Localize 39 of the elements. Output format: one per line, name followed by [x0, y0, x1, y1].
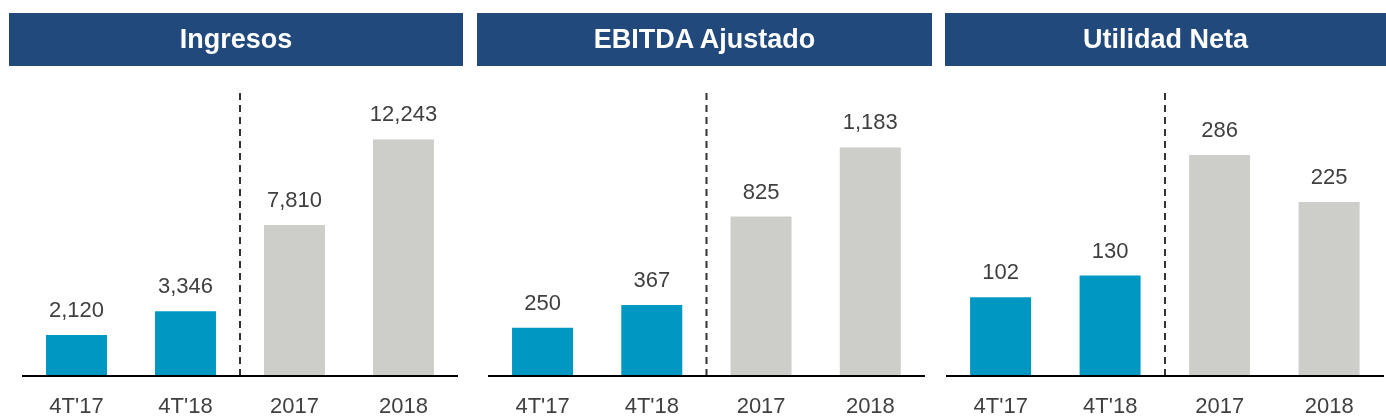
x-tick-label: 2017: [270, 392, 319, 416]
x-tick-label: 4T'17: [515, 392, 570, 416]
data-label: 225: [1310, 164, 1348, 190]
bar: [512, 327, 574, 376]
data-label: 286: [1201, 116, 1238, 142]
bar: [839, 147, 901, 376]
chart-title: Utilidad Neta: [1082, 24, 1249, 54]
bar: [970, 297, 1032, 376]
x-tick-label: 2017: [1195, 392, 1245, 416]
x-tick-label: 4T'18: [624, 392, 680, 416]
bar: [263, 225, 325, 376]
data-label: 102: [982, 259, 1019, 285]
data-label: 12,243: [369, 101, 438, 127]
bar: [621, 305, 683, 376]
bar: [372, 139, 434, 376]
data-label: 2,120: [48, 297, 105, 323]
chart-title: Ingresos: [179, 24, 293, 54]
x-tick-label: 2018: [379, 392, 428, 416]
chart-title: EBITDA Ajustado: [593, 24, 816, 54]
bar: [45, 335, 107, 376]
bar: [154, 311, 216, 376]
bar: [1189, 154, 1251, 376]
data-label: 3,346: [157, 273, 214, 299]
bar: [1079, 275, 1141, 376]
bar: [730, 216, 792, 376]
x-tick-label: 2018: [845, 392, 895, 416]
x-tick-label: 4T'17: [973, 392, 1028, 416]
x-tick-label: 4T'17: [49, 392, 104, 416]
x-tick-label: 4T'18: [1083, 392, 1138, 416]
data-label: 1,183: [842, 109, 898, 135]
data-label: 367: [633, 267, 671, 293]
data-label: 130: [1091, 237, 1129, 263]
x-tick-label: 2017: [736, 392, 786, 416]
data-label: 7,810: [266, 187, 323, 213]
x-tick-label: 4T'18: [158, 392, 213, 416]
bar: [1298, 202, 1360, 376]
x-tick-label: 2018: [1304, 392, 1354, 416]
data-label: 250: [524, 289, 561, 315]
data-label: 825: [742, 178, 780, 204]
